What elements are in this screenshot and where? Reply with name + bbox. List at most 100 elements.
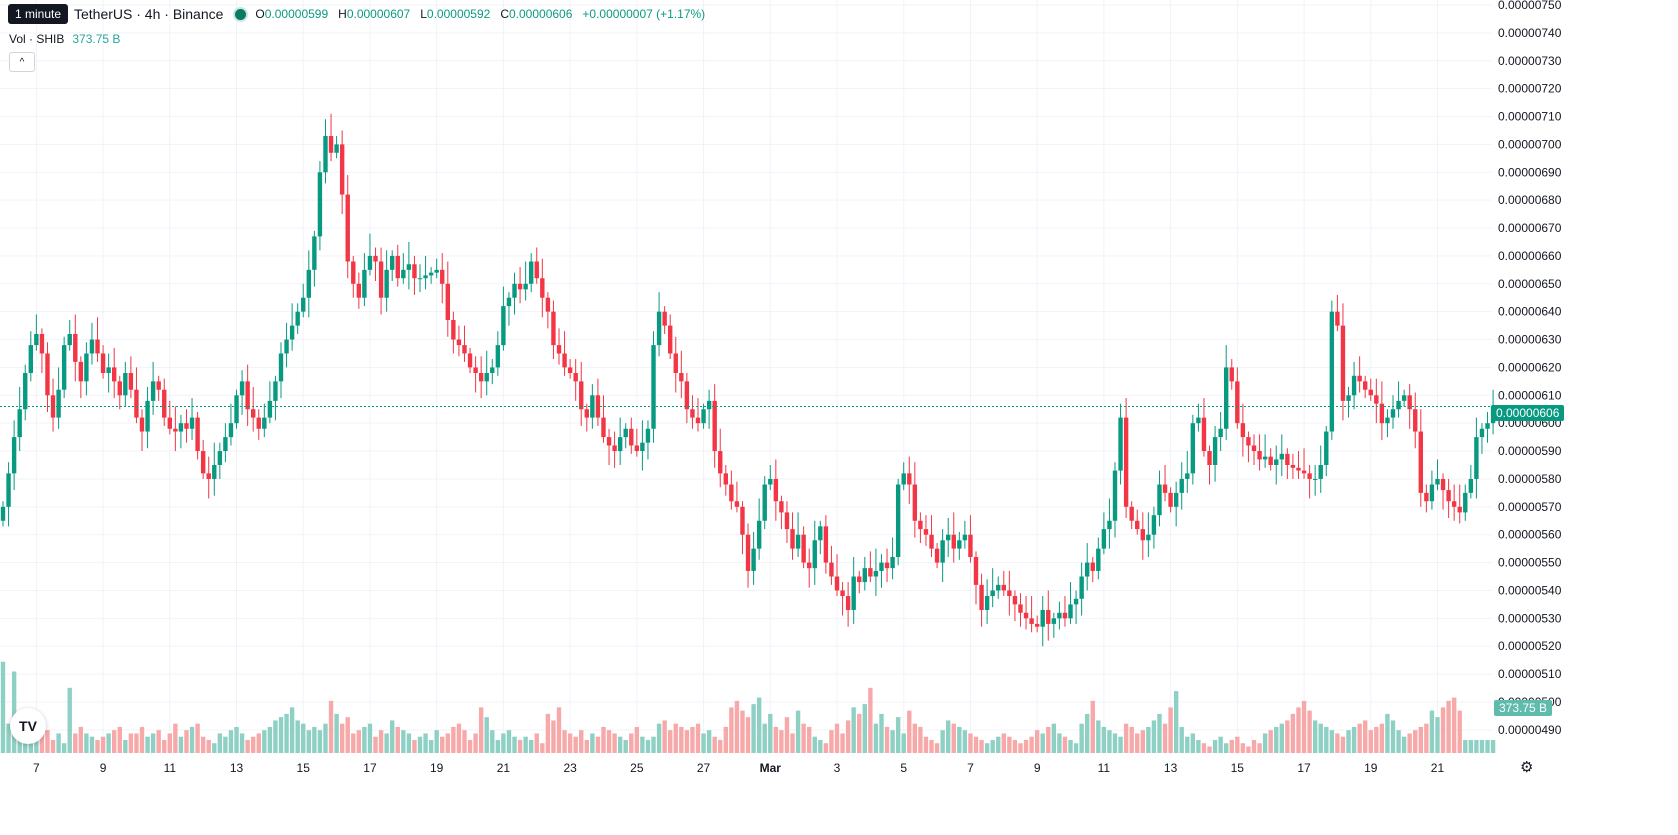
volume-bar	[106, 733, 111, 753]
candle-body	[23, 373, 28, 410]
close-label: C	[500, 7, 509, 21]
volume-bar	[851, 707, 856, 753]
volume-bar	[156, 730, 161, 753]
candle-body	[1107, 520, 1112, 530]
candle-body	[317, 172, 323, 237]
volume-bar	[495, 739, 501, 753]
volume-bar	[884, 726, 890, 753]
y-tick-label: 0.00000740	[1498, 26, 1562, 40]
y-tick-label: 0.00000660	[1498, 249, 1562, 263]
volume-bar	[373, 736, 378, 753]
candle-body	[1012, 596, 1018, 605]
settings-icon[interactable]: ⚙	[1520, 759, 1534, 776]
volume-bar	[467, 739, 473, 753]
volume-bar	[73, 733, 78, 753]
candle-body	[818, 526, 823, 541]
candle-body	[912, 484, 918, 521]
market-status-icon[interactable]	[235, 8, 247, 20]
volume-bar	[795, 710, 801, 753]
candle-body	[884, 562, 890, 569]
volume-bar	[200, 736, 206, 753]
tradingview-logo[interactable]: TV	[10, 708, 46, 744]
y-tick-label: 0.00000590	[1498, 444, 1562, 458]
volume-bar	[412, 739, 417, 753]
candle-body	[929, 534, 934, 549]
x-tick-label: 17	[363, 761, 377, 775]
volume-bar	[1479, 739, 1485, 753]
volume-bar	[245, 739, 250, 753]
volume-bar	[223, 736, 228, 753]
volume-bar	[562, 730, 567, 753]
x-tick-label: 9	[1034, 761, 1041, 775]
candle-body	[890, 557, 895, 569]
volume-bar	[684, 730, 690, 753]
close-value: 0.00000606	[509, 7, 573, 21]
candle-body	[95, 339, 100, 354]
candle-body	[262, 417, 267, 429]
candle-body	[1379, 403, 1385, 424]
candle-body	[67, 333, 72, 346]
volume-bar	[1240, 743, 1246, 753]
candle-body	[84, 353, 89, 382]
volume-bar	[1046, 726, 1051, 753]
volume-bar	[78, 726, 84, 753]
volume-bar	[217, 733, 223, 753]
candle-body	[601, 417, 606, 438]
symbol-title[interactable]: TetherUS · 4h · Binance	[74, 6, 224, 22]
volume-bar	[84, 733, 89, 753]
candle-body	[907, 473, 912, 485]
candle-body	[1468, 478, 1474, 493]
volume-bar	[1101, 726, 1107, 753]
volume-bar	[1118, 736, 1123, 753]
candle-body	[223, 437, 228, 452]
candle-body	[918, 520, 923, 530]
volume-bar	[134, 733, 139, 753]
time-axis[interactable]: 7 9 11 13 15 17 19 21 23 25 27 Mar 3 5 7 9 11 13 15 17 19 21	[33, 761, 1444, 775]
candle-body	[1407, 395, 1412, 410]
candle-body	[768, 478, 773, 485]
volume-bar	[1090, 700, 1095, 753]
candle-body	[89, 339, 95, 354]
y-tick-label: 0.00000700	[1498, 137, 1562, 151]
volume-bar	[762, 723, 767, 753]
volume-bar	[740, 710, 745, 753]
volume-bar	[918, 726, 923, 753]
volume-bar	[790, 733, 795, 753]
candle-body	[189, 417, 195, 429]
volume-bar	[378, 730, 384, 753]
candle-body	[295, 311, 300, 326]
collapse-legend-button[interactable]: ^	[9, 52, 35, 72]
candle-body	[345, 194, 350, 262]
candle-body	[1229, 367, 1234, 382]
volume-bar	[384, 733, 389, 753]
candle-body	[973, 557, 979, 585]
candle-body	[123, 373, 128, 396]
volume-bar	[406, 733, 412, 753]
candle-body	[1329, 311, 1335, 432]
volume-bar	[1140, 730, 1145, 753]
volume-bar	[590, 733, 595, 753]
volume-bar	[234, 726, 239, 753]
candle-body	[996, 584, 1001, 591]
candle-body	[1435, 478, 1440, 485]
volume-bar	[862, 704, 867, 753]
volume-bar	[690, 726, 695, 753]
candle-body	[1085, 562, 1090, 577]
chevron-up-icon: ^	[19, 56, 25, 68]
volume-bar	[629, 733, 634, 753]
candle-body	[0, 506, 6, 521]
volume-bar	[934, 743, 940, 753]
candle-body	[1001, 584, 1006, 591]
candle-body	[645, 428, 651, 443]
candle-body	[695, 417, 701, 424]
price-axis[interactable]: 0.00000750 0.00000740 0.00000730 0.00000720…	[1498, 0, 1562, 737]
volume-bar	[1029, 736, 1034, 753]
candle-body	[1101, 529, 1107, 549]
candle-body	[706, 400, 712, 410]
volume-bar	[239, 733, 245, 753]
candle-body	[1129, 506, 1134, 521]
candle-body	[1218, 428, 1223, 438]
candle-body	[139, 417, 145, 432]
candle-body	[245, 381, 250, 410]
